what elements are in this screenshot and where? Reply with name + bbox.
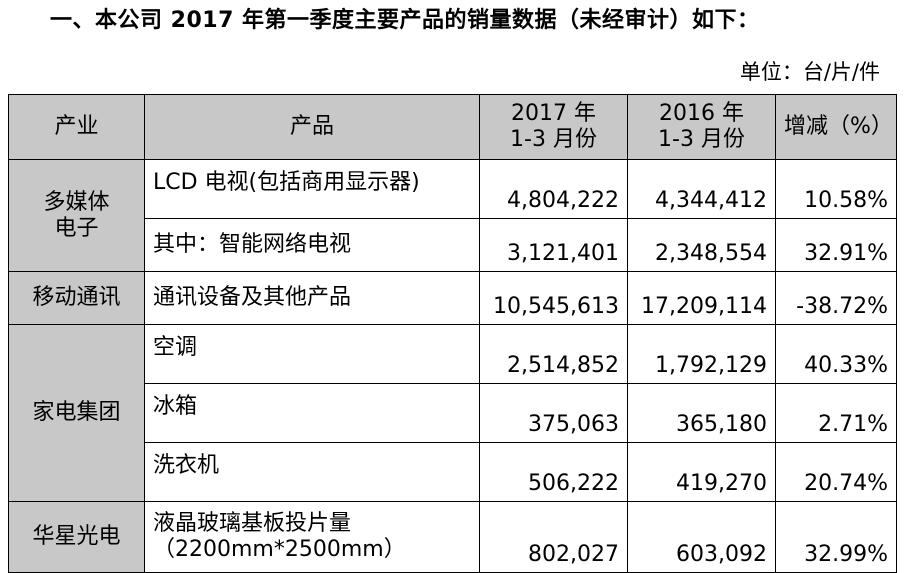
- header-2016-year: 2016 年: [659, 101, 744, 126]
- value-2016-cell: 4,344,412: [627, 159, 776, 219]
- product-cell: 空调: [144, 324, 480, 384]
- header-2017-period: 1-3 月份: [510, 127, 597, 152]
- value-2017-cell: 4,804,222: [479, 159, 628, 219]
- table-row: 移动通讯 通讯设备及其他产品 10,545,613 17,209,114 -38…: [8, 271, 897, 325]
- value-2016-cell: 1,792,129: [627, 324, 776, 384]
- table-row: 家电集团 空调 2,514,852 1,792,129 40.33%: [8, 324, 897, 502]
- industry-cell: 家电集团: [8, 324, 145, 502]
- industry-cell: 多媒体 电子: [8, 159, 145, 272]
- value-2017-cell: 375,063: [479, 383, 628, 443]
- product-cell: 液晶玻璃基板投片量 （2200mm*2500mm）: [144, 501, 480, 573]
- product-cell: LCD 电视(包括商用显示器): [144, 159, 480, 219]
- industry-label-line2: 电子: [54, 215, 99, 241]
- change-cell: 32.91%: [775, 218, 897, 272]
- value-2016-cell: 603,092: [627, 501, 776, 573]
- product-label-line1: 液晶玻璃基板投片量: [153, 511, 352, 536]
- product-cell: 洗衣机: [144, 442, 480, 502]
- header-product: 产品: [144, 94, 480, 160]
- change-cell: -38.72%: [775, 271, 897, 325]
- value-2017-cell: 506,222: [479, 442, 628, 502]
- product-cell: 其中：智能网络电视: [144, 218, 480, 272]
- change-cell: 40.33%: [775, 324, 897, 384]
- sales-table: 产业 产品 2017 年 1-3 月份 2016 年 1-3 月份 增减（%） …: [8, 94, 897, 573]
- value-2016-cell: 365,180: [627, 383, 776, 443]
- industry-label-line1: 多媒体: [43, 189, 110, 215]
- value-2017-cell: 2,514,852: [479, 324, 628, 384]
- table-row: 多媒体 电子 LCD 电视(包括商用显示器) 4,804,222 4,344,4…: [8, 159, 897, 272]
- product-label-line2: （2200mm*2500mm）: [153, 537, 406, 562]
- value-2017-cell: 10,545,613: [479, 271, 628, 325]
- table-row: 华星光电 液晶玻璃基板投片量 （2200mm*2500mm） 802,027 6…: [8, 501, 897, 573]
- product-cell: 通讯设备及其他产品: [144, 271, 480, 325]
- product-cell: 冰箱: [144, 383, 480, 443]
- header-2017-year: 2017 年: [511, 101, 596, 126]
- value-2016-cell: 419,270: [627, 442, 776, 502]
- header-2016: 2016 年 1-3 月份: [627, 94, 776, 160]
- change-cell: 20.74%: [775, 442, 897, 502]
- header-2017: 2017 年 1-3 月份: [479, 94, 628, 160]
- header-row: 产业 产品 2017 年 1-3 月份 2016 年 1-3 月份 增减（%）: [8, 94, 897, 160]
- change-cell: 10.58%: [775, 159, 897, 219]
- change-cell: 32.99%: [775, 501, 897, 573]
- unit-label: 单位：台/片/件: [739, 60, 880, 84]
- header-change: 增减（%）: [775, 94, 897, 160]
- industry-cell: 移动通讯: [8, 271, 145, 325]
- header-industry: 产业: [8, 94, 145, 160]
- document-title: 一、本公司 2017 年第一季度主要产品的销量数据（未经审计）如下：: [50, 8, 760, 33]
- value-2016-cell: 2,348,554: [627, 218, 776, 272]
- industry-cell: 华星光电: [8, 501, 145, 573]
- value-2017-cell: 3,121,401: [479, 218, 628, 272]
- table-row: 洗衣机 506,222 419,270 20.74%: [9, 442, 897, 502]
- header-2016-period: 1-3 月份: [658, 127, 745, 152]
- value-2016-cell: 17,209,114: [627, 271, 776, 325]
- change-cell: 2.71%: [775, 383, 897, 443]
- value-2017-cell: 802,027: [479, 501, 628, 573]
- table-row: 冰箱 375,063 365,180 2.71%: [9, 383, 897, 443]
